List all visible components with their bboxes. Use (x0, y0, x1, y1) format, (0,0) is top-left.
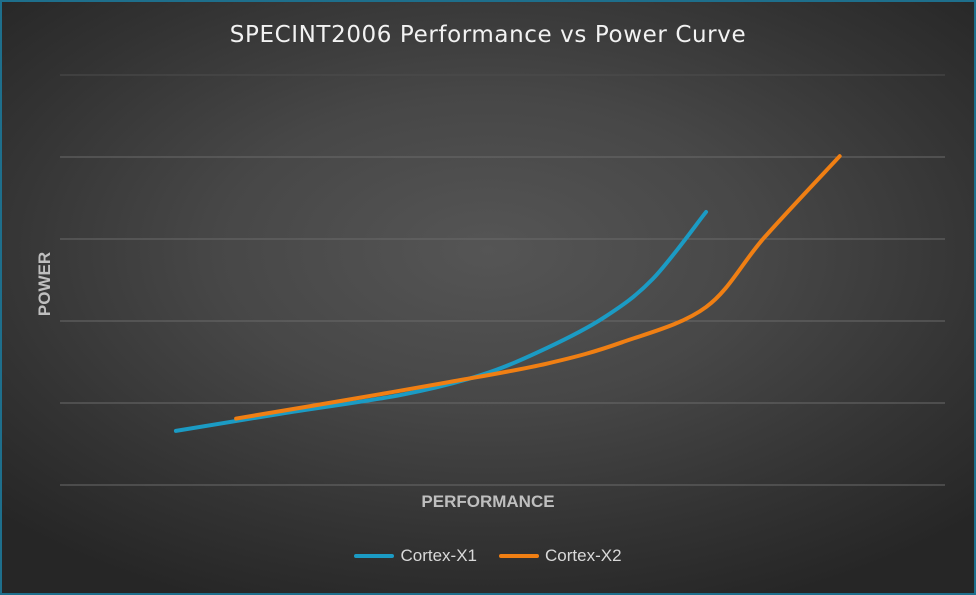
x-axis-label: PERFORMANCE (421, 492, 555, 511)
legend-label: Cortex-X2 (545, 546, 622, 565)
legend-item: Cortex-X1 (354, 546, 477, 566)
legend-label: Cortex-X1 (400, 546, 477, 565)
chart-title: SPECINT2006 Performance vs Power Curve (229, 22, 747, 48)
series-line-cortex-x1 (173, 209, 709, 433)
legend: Cortex-X1 Cortex-X2 (2, 546, 974, 566)
legend-swatch (499, 554, 539, 558)
series-line-cortex-x2 (234, 154, 842, 421)
legend-swatch (354, 554, 395, 558)
legend-item: Cortex-X2 (499, 546, 622, 566)
gridlines (60, 74, 945, 486)
series-lines (173, 154, 842, 433)
